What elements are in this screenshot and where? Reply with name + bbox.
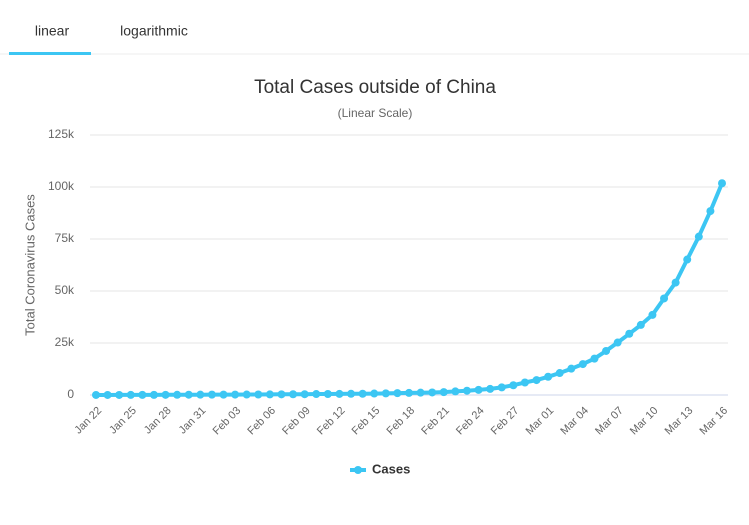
data-point (671, 278, 680, 287)
data-point (416, 388, 425, 397)
tab[interactable]: linear (35, 23, 70, 39)
data-point (555, 369, 564, 378)
y-tick-label: 50k (55, 283, 75, 297)
data-point (277, 390, 286, 399)
active-tab-indicator (9, 52, 91, 55)
data-point (462, 386, 471, 395)
data-point (405, 388, 413, 397)
data-point (625, 329, 634, 338)
data-point (474, 385, 483, 394)
data-point (683, 255, 692, 264)
data-point (254, 390, 263, 399)
data-point (578, 360, 587, 369)
data-point (718, 179, 726, 188)
y-axis-title: Total Coronavirus Cases (22, 194, 37, 336)
data-point (567, 364, 576, 373)
data-point (660, 294, 669, 303)
data-point (439, 388, 448, 397)
data-point (509, 381, 518, 390)
data-point (289, 390, 298, 399)
y-tick-label: 75k (55, 231, 75, 245)
data-point (706, 207, 715, 216)
data-point (613, 338, 622, 347)
data-point (161, 390, 170, 399)
data-point (381, 389, 390, 398)
data-point (486, 384, 495, 393)
y-tick-label: 125k (48, 127, 75, 141)
data-point (92, 390, 100, 399)
data-point (335, 389, 344, 398)
data-point (370, 389, 379, 398)
data-point (520, 378, 529, 387)
data-point (184, 390, 193, 399)
data-point (115, 390, 124, 399)
chart-title: Total Cases outside of China (254, 77, 496, 98)
chart-subtitle: (Linear Scale) (338, 106, 413, 120)
data-point (648, 310, 657, 319)
data-point (231, 390, 240, 399)
data-point (149, 390, 158, 399)
data-point (532, 376, 541, 385)
data-point (300, 390, 309, 399)
data-point (126, 390, 135, 399)
data-point (694, 232, 703, 241)
data-point (207, 390, 216, 399)
data-point (103, 390, 112, 399)
data-point (219, 390, 228, 399)
data-point (323, 389, 332, 398)
data-point (602, 346, 611, 355)
data-point (393, 389, 402, 398)
data-point (242, 390, 251, 399)
data-point (265, 390, 274, 399)
data-point (428, 388, 437, 397)
data-point (173, 390, 182, 399)
data-point (138, 390, 147, 399)
legend-label: Cases (372, 461, 410, 476)
y-tick-label: 25k (55, 335, 75, 349)
data-point (196, 390, 205, 399)
legend-marker (354, 466, 362, 474)
data-point (451, 387, 460, 396)
data-point (358, 389, 367, 398)
data-point (636, 320, 645, 329)
y-tick-label: 100k (48, 179, 75, 193)
tab[interactable]: logarithmic (120, 23, 188, 39)
data-point (544, 372, 553, 381)
data-point (347, 389, 356, 398)
data-point (312, 390, 321, 399)
y-tick-label: 0 (67, 387, 74, 401)
data-point (590, 354, 599, 363)
data-point (497, 383, 506, 392)
